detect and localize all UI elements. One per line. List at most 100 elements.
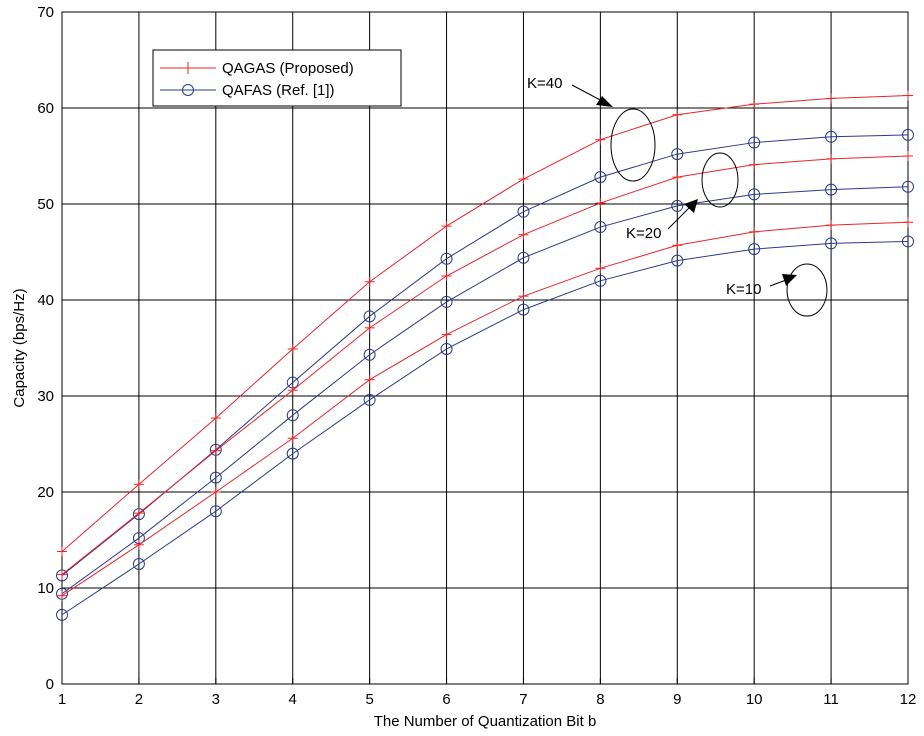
data-point [518, 174, 529, 185]
data-point [595, 134, 606, 145]
data-point [209, 471, 222, 484]
data-point [595, 263, 606, 274]
x-tick-label: 5 [365, 691, 373, 708]
x-axis-label: The Number of Quantization Bit b [374, 713, 597, 730]
k20-arrow-line [667, 206, 691, 230]
data-point [672, 172, 683, 183]
y-tick-label: 40 [37, 292, 54, 309]
data-point [517, 251, 530, 264]
data-point [287, 433, 298, 444]
series-line [61, 95, 909, 552]
data-point [518, 229, 529, 240]
y-tick-label: 60 [37, 100, 54, 117]
legend: QAGAS (Proposed) QAFAS (Ref. [1]) [152, 49, 402, 107]
data-point [132, 558, 145, 570]
data-point [748, 136, 761, 149]
data-point [826, 93, 837, 104]
legend-marker-qagas [182, 62, 194, 74]
data-point [287, 385, 298, 396]
k10-arrowhead [782, 274, 797, 286]
k40-arrowhead [596, 96, 613, 107]
data-point [902, 180, 914, 193]
data-point [440, 252, 453, 265]
data-point [287, 343, 298, 354]
x-tick-label: 9 [673, 691, 681, 708]
x-tick-label: 8 [596, 691, 604, 708]
series-k20-qagas [57, 151, 913, 580]
legend-label-qafas: QAFAS (Ref. [1]) [222, 82, 335, 99]
series-k10-qafas [56, 235, 914, 621]
x-tick-label: 11 [823, 691, 839, 708]
k10-ellipse [786, 263, 828, 317]
data-point [749, 99, 760, 110]
data-point [749, 159, 760, 170]
data-point [749, 226, 760, 237]
k10-label: K=10 [726, 281, 761, 298]
x-tick-label: 1 [58, 691, 66, 708]
data-point [902, 128, 914, 141]
data-point [902, 235, 914, 248]
data-point [286, 447, 299, 460]
k40-ellipse [610, 108, 656, 182]
data-point [440, 295, 453, 308]
x-axis: 1 2 3 4 5 6 7 8 9 10 11 12 [58, 678, 916, 708]
data-point [56, 608, 68, 621]
data-point [364, 322, 375, 333]
data-point [594, 274, 607, 287]
k20-label: K=20 [626, 225, 661, 242]
x-tick-label: 7 [519, 691, 527, 708]
data-point [210, 413, 221, 424]
data-point [826, 220, 837, 231]
y-tick-label: 70 [37, 4, 54, 21]
data-point [209, 505, 222, 518]
annotations: K=40 K=20 K=10 [527, 75, 828, 317]
series-line [61, 186, 909, 595]
plot-frame [61, 11, 909, 685]
data-point [364, 276, 375, 287]
data-point [441, 329, 452, 340]
x-tick-label: 10 [746, 691, 763, 708]
series-k10-qagas [57, 217, 913, 601]
data-point [57, 546, 67, 557]
legend-marker-qafas [182, 84, 194, 96]
data-point [57, 590, 67, 601]
k20-arrowhead [684, 199, 698, 213]
data-point [518, 291, 529, 302]
data-point [748, 188, 761, 201]
grid [62, 12, 908, 684]
data-point [441, 271, 452, 281]
y-tick-label: 50 [37, 196, 54, 213]
data-point [903, 151, 913, 161]
legend-label-qagas: QAGAS (Proposed) [222, 60, 354, 77]
data-point [826, 153, 837, 164]
data-point [672, 240, 683, 251]
data-point [57, 569, 67, 580]
series-line [61, 155, 909, 575]
legend-box [152, 49, 402, 107]
series-line [61, 240, 909, 616]
series-k40-qagas [57, 90, 913, 557]
data-point [210, 487, 221, 497]
data-point [440, 342, 453, 355]
data-point [903, 90, 913, 101]
data-point [825, 183, 838, 196]
data-point [363, 393, 376, 406]
k40-arrow-line [571, 84, 605, 103]
legend-item-qagas: QAGAS (Proposed) [160, 60, 354, 77]
data-point [133, 508, 144, 519]
data-point [363, 348, 376, 361]
x-tick-label: 4 [289, 691, 297, 708]
data-point [903, 217, 913, 228]
data-point [825, 237, 838, 250]
data-point [286, 409, 299, 422]
data-point [210, 445, 221, 456]
data-point [363, 310, 376, 323]
data-point [594, 171, 607, 184]
k10-arrow-line [769, 279, 787, 287]
k40-label: K=40 [527, 75, 562, 92]
data-point [594, 221, 607, 234]
series-k20-qafas [56, 180, 914, 600]
legend-item-qafas: QAFAS (Ref. [1]) [160, 82, 335, 99]
data-point [671, 254, 684, 267]
